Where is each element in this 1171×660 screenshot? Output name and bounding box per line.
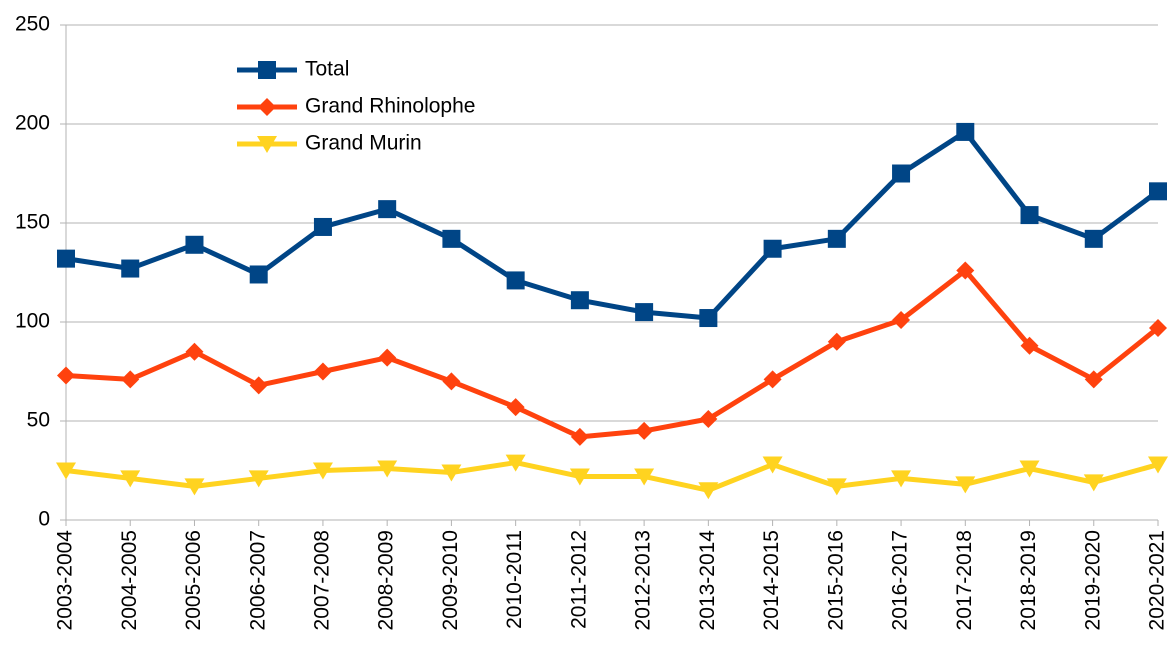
marker [955, 476, 976, 494]
marker [569, 468, 590, 486]
x-tick-label: 2020-2021 [1146, 530, 1169, 630]
marker [635, 421, 654, 440]
marker [377, 460, 398, 478]
x-tick-label: 2018-2019 [1017, 530, 1040, 630]
marker [378, 348, 397, 367]
marker [635, 303, 654, 322]
marker [249, 376, 268, 395]
marker [57, 249, 75, 268]
x-tick-label: 2009-2010 [439, 530, 462, 630]
marker [1083, 474, 1104, 492]
marker [312, 462, 333, 480]
marker [1084, 229, 1103, 248]
marker [121, 370, 140, 389]
x-tick-label: 2014-2015 [760, 530, 783, 630]
marker [505, 454, 526, 472]
marker [634, 468, 655, 486]
series-line [65, 460, 1159, 493]
marker [763, 239, 782, 258]
x-tick-label: 2012-2013 [632, 530, 655, 630]
marker [120, 470, 141, 488]
legend-label: Total [305, 58, 349, 81]
marker [258, 98, 276, 116]
marker [570, 291, 589, 310]
marker [956, 261, 975, 280]
marker [313, 217, 332, 236]
x-tick-label: 2017-2018 [953, 530, 976, 630]
x-tick-label: 2005-2006 [182, 530, 205, 630]
x-tick-label: 2011-2012 [567, 530, 590, 629]
marker [763, 370, 782, 389]
marker [185, 235, 204, 254]
marker [892, 311, 911, 330]
x-tick-label: 2007-2008 [310, 530, 333, 630]
marker [1149, 318, 1167, 337]
marker [827, 229, 846, 248]
marker [827, 332, 846, 351]
marker [892, 164, 911, 183]
x-tick-label: 2006-2007 [246, 530, 269, 630]
marker [506, 398, 525, 417]
x-tick-label: 2019-2020 [1081, 530, 1104, 630]
x-tick-label: 2016-2017 [889, 530, 912, 630]
marker [506, 271, 525, 290]
marker [57, 366, 75, 385]
marker [699, 410, 718, 429]
y-tick-label: 100 [15, 310, 50, 333]
marker [1020, 206, 1039, 225]
marker [249, 265, 268, 284]
marker [378, 200, 397, 219]
x-tick-label: 2010-2011 [503, 530, 526, 629]
legend-label: Grand Rhinolophe [305, 95, 475, 118]
marker [570, 427, 589, 446]
marker [1020, 336, 1039, 355]
marker [1149, 182, 1167, 201]
marker [698, 482, 719, 500]
legend-label: Grand Murin [305, 132, 422, 155]
marker [1019, 460, 1040, 478]
y-tick-label: 150 [15, 211, 50, 234]
x-tick-label: 2004-2005 [118, 530, 141, 630]
x-tick-label: 2003-2004 [54, 530, 77, 631]
marker [257, 136, 277, 153]
y-tick-label: 250 [15, 13, 50, 36]
series-line [65, 268, 1160, 440]
x-tick-label: 2013-2014 [696, 530, 719, 631]
marker [313, 362, 332, 381]
marker [248, 470, 269, 488]
marker [762, 456, 783, 474]
marker [956, 122, 975, 141]
y-tick-label: 50 [27, 409, 50, 432]
marker [184, 478, 205, 496]
marker [1148, 456, 1168, 474]
y-tick-label: 0 [38, 508, 50, 531]
y-tick-label: 200 [15, 112, 50, 135]
marker [441, 464, 462, 482]
marker [442, 229, 461, 248]
marker [56, 462, 76, 480]
x-tick-label: 2015-2016 [824, 530, 847, 630]
x-tick-label: 2008-2009 [375, 530, 398, 630]
marker [121, 259, 140, 278]
marker [891, 470, 912, 488]
marker [699, 309, 718, 328]
marker [442, 372, 461, 391]
marker [1084, 370, 1103, 389]
marker [258, 61, 276, 79]
series-line [65, 129, 1160, 321]
marker [826, 478, 847, 496]
marker [185, 342, 204, 361]
